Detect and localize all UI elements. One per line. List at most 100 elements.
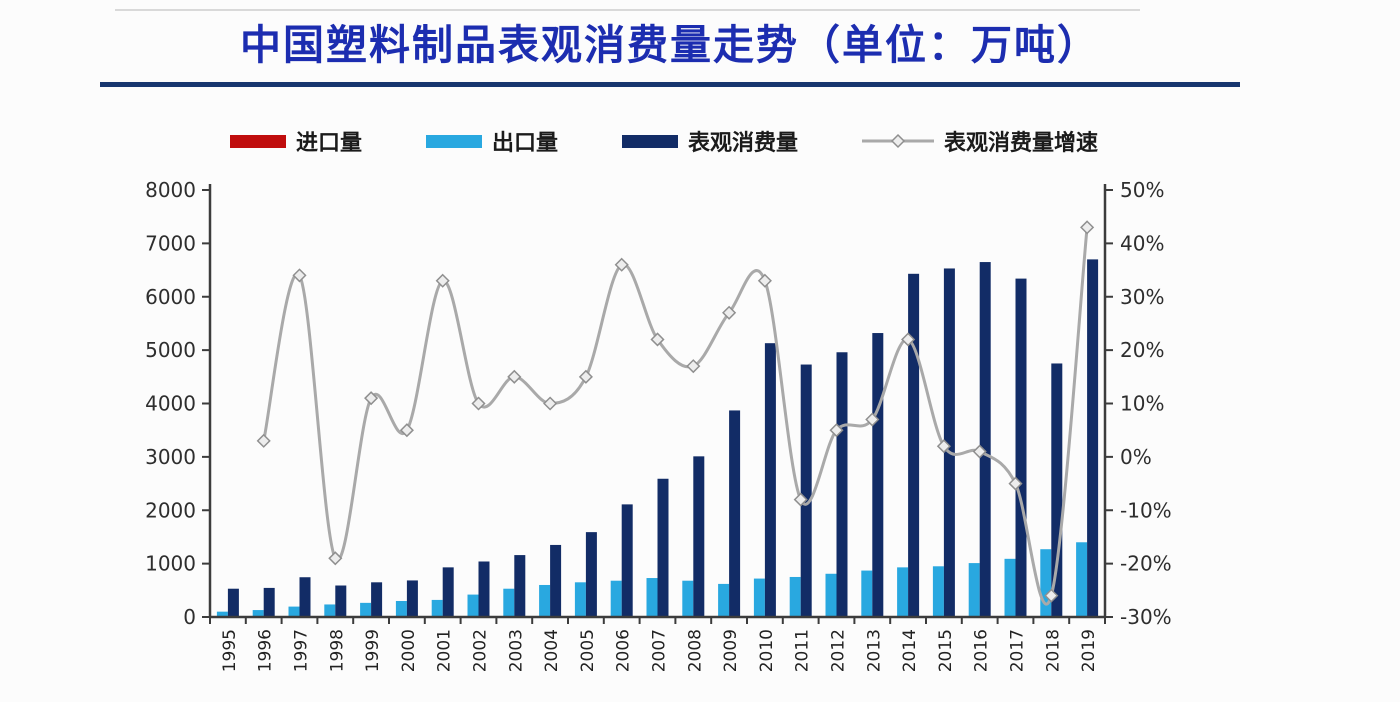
growth-marker-icon [292, 268, 307, 283]
bar-export-2012 [825, 573, 837, 617]
growth-marker-icon [1044, 588, 1059, 603]
left-axis-tick-label: 1000 [145, 552, 196, 576]
title-underline [100, 82, 1240, 87]
bar-consumption-2002 [478, 561, 490, 617]
bar-consumption-2007 [657, 478, 669, 617]
legend-item-import: 进口量 [230, 125, 362, 157]
growth-marker-icon [399, 423, 414, 438]
bar-export-2009 [718, 583, 730, 617]
growth-marker-icon [722, 305, 737, 320]
growth-marker-icon [757, 273, 772, 288]
growth-marker-icon [256, 433, 271, 448]
growth-marker-icon [901, 332, 916, 347]
bar-export-2011 [789, 576, 801, 617]
chart-legend: 进口量 出口量 表观消费量 表观消费量增速 [230, 126, 1230, 156]
right-axis-tick-label: 0% [1120, 445, 1152, 469]
x-axis-label-2016: 2016 [972, 629, 992, 672]
x-axis-label-2012: 2012 [829, 629, 849, 672]
growth-rate-line [262, 225, 1089, 606]
x-axis-label-2010: 2010 [757, 629, 777, 672]
x-axis-label-2000: 2000 [399, 629, 419, 672]
bar-consumption-1998 [335, 585, 347, 617]
bar-consumption-2003 [514, 555, 526, 617]
growth-marker-icon [793, 492, 808, 507]
growth-marker-icon [686, 359, 701, 374]
legend-item-export: 出口量 [426, 125, 558, 157]
left-axis-tick-label: 7000 [145, 231, 196, 255]
bar-export-2016 [968, 563, 980, 617]
bar-export-2017 [1004, 558, 1016, 617]
x-axis-label-1996: 1996 [256, 629, 276, 672]
bar-export-1996 [252, 610, 264, 617]
legend-label-import: 进口量 [296, 131, 363, 156]
bar-export-2013 [861, 570, 873, 617]
bar-export-2001 [431, 599, 443, 617]
x-axis-label-2009: 2009 [721, 629, 741, 672]
left-axis-tick-label: 5000 [145, 338, 196, 362]
x-axis-label-2008: 2008 [685, 629, 705, 672]
bar-consumption-2018 [1051, 363, 1063, 617]
legend-item-growth: 表观消费量增速 [862, 125, 1098, 157]
x-axis-label-1997: 1997 [292, 629, 312, 672]
x-axis-label-2013: 2013 [864, 629, 884, 672]
bar-consumption-2017 [1015, 278, 1027, 617]
legend-line-marker-icon [862, 133, 935, 149]
x-axis-label-2006: 2006 [614, 629, 634, 672]
growth-marker-icon [1008, 476, 1023, 491]
bar-consumption-1995 [227, 588, 239, 617]
legend-label-consumption: 表观消费量 [688, 131, 799, 156]
bar-export-2010 [753, 578, 765, 617]
bar-export-2014 [897, 567, 909, 617]
legend-swatch-export [426, 134, 483, 148]
left-axis-tick-label: 6000 [145, 285, 196, 309]
growth-marker-icon [543, 396, 558, 411]
growth-marker-icon [435, 273, 450, 288]
bar-export-2002 [467, 594, 479, 617]
bar-export-2007 [646, 578, 658, 617]
growth-marker-icon [650, 332, 665, 347]
x-axis-label-1998: 1998 [327, 629, 347, 672]
bar-export-2008 [682, 580, 694, 617]
bar-consumption-2019 [1087, 259, 1099, 617]
right-axis-tick-label: 20% [1120, 338, 1164, 362]
x-axis-label-2011: 2011 [793, 629, 813, 672]
bar-consumption-2000 [406, 580, 418, 617]
bar-export-2015 [932, 566, 944, 617]
x-axis-label-2003: 2003 [506, 629, 526, 672]
x-axis-label-2014: 2014 [900, 629, 920, 672]
bar-consumption-2005 [585, 532, 597, 617]
bar-consumption-2014 [908, 273, 920, 617]
bar-consumption-1999 [371, 582, 383, 617]
bar-consumption-1997 [299, 577, 311, 617]
bar-consumption-2006 [621, 504, 633, 617]
bar-export-2005 [574, 582, 586, 617]
right-axis-tick-label: 40% [1120, 231, 1164, 255]
right-axis-tick-label: -20% [1120, 552, 1172, 576]
bar-consumption-2015 [943, 268, 955, 617]
bar-consumption-2001 [442, 567, 454, 617]
left-axis-tick-label: 4000 [145, 392, 196, 416]
x-axis-label-2007: 2007 [650, 629, 670, 672]
growth-marker-icon [507, 369, 522, 384]
growth-marker-icon [364, 391, 379, 406]
bar-export-1998 [324, 604, 336, 617]
growth-marker-icon [1080, 220, 1095, 235]
growth-marker-icon [578, 369, 593, 384]
bar-consumption-2013 [872, 333, 884, 617]
legend-label-export: 出口量 [492, 131, 559, 156]
x-axis-label-2018: 2018 [1043, 629, 1063, 672]
bar-export-1995 [216, 611, 228, 617]
x-axis-label-2002: 2002 [471, 629, 491, 672]
legend-item-consumption: 表观消费量 [622, 125, 798, 157]
bar-consumption-1996 [263, 587, 275, 617]
growth-marker-icon [829, 423, 844, 438]
x-axis-label-1999: 1999 [363, 629, 383, 672]
bar-export-2004 [539, 584, 551, 617]
x-axis-label-2004: 2004 [542, 629, 562, 672]
bar-consumption-2016 [979, 262, 991, 617]
growth-marker-icon [471, 396, 486, 411]
bar-consumption-2004 [550, 544, 562, 617]
x-axis-label-2017: 2017 [1008, 629, 1028, 672]
legend-swatch-import [230, 134, 286, 148]
